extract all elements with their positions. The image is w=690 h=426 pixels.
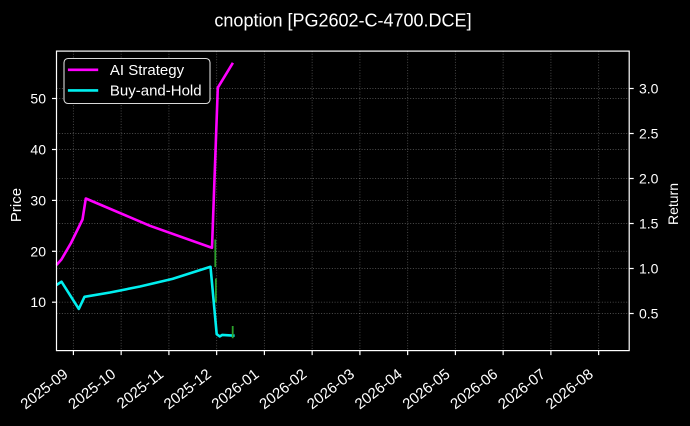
- svg-text:20: 20: [30, 243, 46, 259]
- svg-text:Buy-and-Hold: Buy-and-Hold: [110, 83, 202, 100]
- svg-text:Price: Price: [8, 188, 25, 222]
- svg-text:30: 30: [30, 192, 46, 208]
- svg-text:2.5: 2.5: [639, 126, 659, 142]
- svg-text:50: 50: [30, 91, 46, 107]
- svg-text:1.5: 1.5: [639, 216, 659, 232]
- svg-text:0.5: 0.5: [639, 306, 659, 322]
- svg-text:3.0: 3.0: [639, 81, 659, 97]
- svg-text:2.0: 2.0: [639, 171, 659, 187]
- svg-text:1.0: 1.0: [639, 261, 659, 277]
- svg-text:Return: Return: [665, 183, 681, 225]
- svg-text:10: 10: [30, 294, 46, 310]
- svg-text:AI Strategy: AI Strategy: [110, 62, 185, 79]
- svg-text:40: 40: [30, 142, 46, 158]
- svg-text:cnoption [PG2602-C-4700.DCE]: cnoption [PG2602-C-4700.DCE]: [214, 11, 471, 31]
